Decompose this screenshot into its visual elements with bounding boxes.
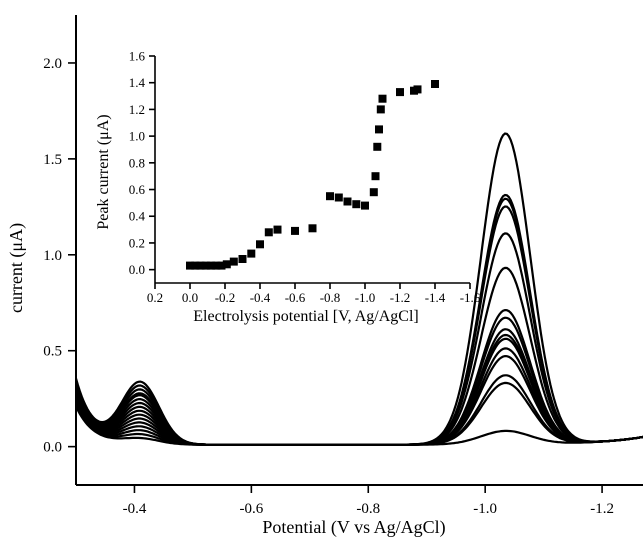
- inset-data-point: [196, 261, 205, 270]
- inset-data-point: [378, 94, 387, 103]
- main-y-tick-label: 0.5: [43, 344, 62, 360]
- inset-y-tick-label: 0.2: [129, 235, 145, 250]
- inset-data-point: [352, 200, 361, 209]
- inset-y-tick-label: 0.4: [129, 209, 146, 224]
- inset-data-point: [373, 142, 382, 151]
- inset-y-tick-label: 1.2: [129, 102, 145, 117]
- inset-data-point: [217, 261, 226, 270]
- inset-points: [186, 80, 439, 270]
- inset-data-point: [238, 255, 247, 263]
- inset-x-tick-label: -0.6: [285, 290, 306, 305]
- main-curves: [74, 132, 643, 446]
- inset-y-tick-label: 1.0: [129, 129, 145, 144]
- inset-y-tick-label: 0.8: [129, 155, 145, 170]
- inset-data-point: [273, 225, 282, 234]
- main-ticks: -0.4 -0.6 -0.8 -1.0 -1.2 0.0 0.5 1.0 1.5 2.0: [43, 56, 614, 517]
- inset-x-tick-label: -1.0: [355, 290, 376, 305]
- inset-data-point: [308, 224, 317, 233]
- inset-y-tick-label: 0.6: [129, 182, 146, 197]
- inset-y-tick-label: 1.4: [129, 75, 146, 90]
- inset-data-point: [431, 80, 439, 88]
- main-x-axis-label: Potential (V vs Ag/AgCl): [262, 517, 445, 537]
- inset-x-tick-label: -1.2: [390, 290, 411, 305]
- main-x-tick-label: -1.2: [590, 501, 614, 517]
- inset-x-tick-label: 0.0: [182, 290, 198, 305]
- inset-data-point: [247, 249, 256, 258]
- inset-x-tick-label: 0.2: [147, 290, 163, 305]
- main-x-tick-label: -0.8: [356, 501, 380, 517]
- voltammogram-curve: [75, 405, 643, 446]
- inset-x-tick-label: -0.8: [320, 290, 341, 305]
- inset-data-point: [207, 261, 215, 270]
- inset-data-point: [229, 257, 238, 266]
- inset-data-point: [334, 193, 343, 202]
- main-y-tick-label: 0.0: [43, 440, 62, 456]
- main-x-tick-label: -0.4: [123, 501, 147, 517]
- inset-x-tick-label: -0.2: [215, 290, 236, 305]
- main-y-axis-label: current (μA): [6, 223, 27, 313]
- inset-x-tick-label: -0.4: [250, 290, 271, 305]
- inset-data-point: [343, 197, 352, 206]
- inset-data-point: [413, 85, 422, 94]
- inset-data-point: [201, 261, 210, 270]
- inset-data-point: [191, 261, 200, 270]
- inset-data-point: [291, 226, 299, 235]
- inset-data-point: [371, 172, 380, 181]
- inset-data-point: [186, 261, 194, 270]
- inset-chart: 0.2 0.0 -0.2 -0.4 -0.6 -0.8 -1.0 -1.2 -1.4 -1.60.…: [95, 49, 481, 326]
- main-y-tick-label: 1.5: [43, 152, 62, 168]
- inset-x-axis-label: Electrolysis potential [V, Ag/AgCl]: [193, 308, 418, 325]
- main-y-tick-label: 1.0: [43, 248, 62, 264]
- inset-x-tick-label: -1.4: [425, 290, 446, 305]
- inset-data-point: [369, 188, 378, 197]
- main-y-tick-label: 2.0: [43, 56, 62, 72]
- inset-x-tick-label: -1.6: [460, 290, 481, 305]
- inset-data-point: [264, 228, 273, 237]
- inset-y-tick-label: 0.0: [129, 262, 145, 277]
- inset-data-point: [212, 261, 221, 270]
- inset-y-axis-label: Peak current (μA): [95, 114, 112, 229]
- inset-data-point: [326, 192, 334, 201]
- inset-data-point: [376, 105, 385, 114]
- main-x-tick-label: -0.6: [239, 501, 263, 517]
- inset-data-point: [396, 88, 404, 97]
- inset-y-tick-label: 1.6: [129, 49, 146, 64]
- inset-data-point: [222, 260, 231, 269]
- main-x-tick-label: -1.0: [473, 501, 497, 517]
- inset-data-point: [375, 125, 383, 134]
- inset-data-point: [361, 201, 369, 210]
- inset-data-point: [256, 240, 264, 249]
- inset-ticks: 0.2 0.0 -0.2 -0.4 -0.6 -0.8 -1.0 -1.2 -1.4 -1.60.…: [129, 49, 481, 306]
